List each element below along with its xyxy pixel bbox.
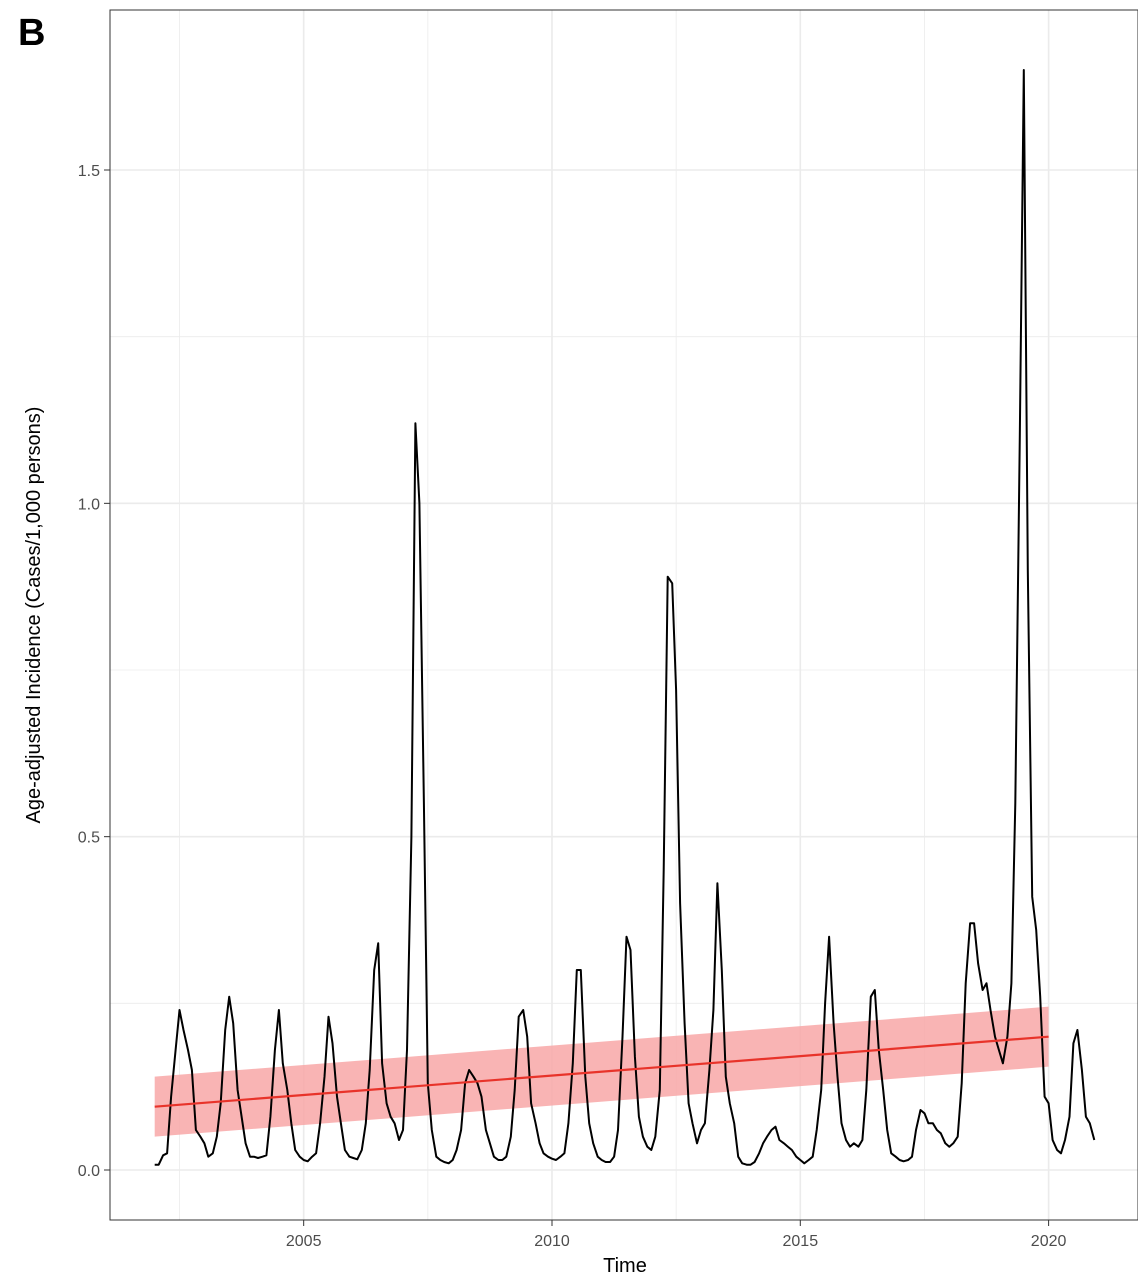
y-axis-title: Age-adjusted Incidence (Cases/1,000 pers…	[23, 407, 45, 824]
x-tick-label: 2010	[534, 1233, 570, 1250]
incidence-series-line	[154, 69, 1096, 1166]
x-tick-label: 2005	[286, 1233, 322, 1250]
x-axis-title: Time	[603, 1255, 647, 1277]
panel-border	[109, 9, 1138, 1221]
panel-label: B	[18, 12, 46, 54]
x-tick-label: 2020	[1031, 1233, 1067, 1250]
y-tick-label: 1.0	[78, 496, 100, 513]
y-tick-label: 0.0	[78, 1163, 100, 1180]
x-axis-ticks: 2005 2010 2015 2020	[286, 1220, 1067, 1250]
y-tick-label: 0.5	[78, 830, 100, 847]
x-tick-label: 2015	[783, 1233, 819, 1250]
y-axis-ticks: 0.0 0.5 1.0 1.5	[78, 163, 110, 1180]
y-tick-label: 1.5	[78, 163, 100, 180]
series-layer	[154, 69, 1096, 1166]
linear-trend-line	[154, 1035, 1049, 1108]
trend-layer	[154, 1035, 1049, 1108]
